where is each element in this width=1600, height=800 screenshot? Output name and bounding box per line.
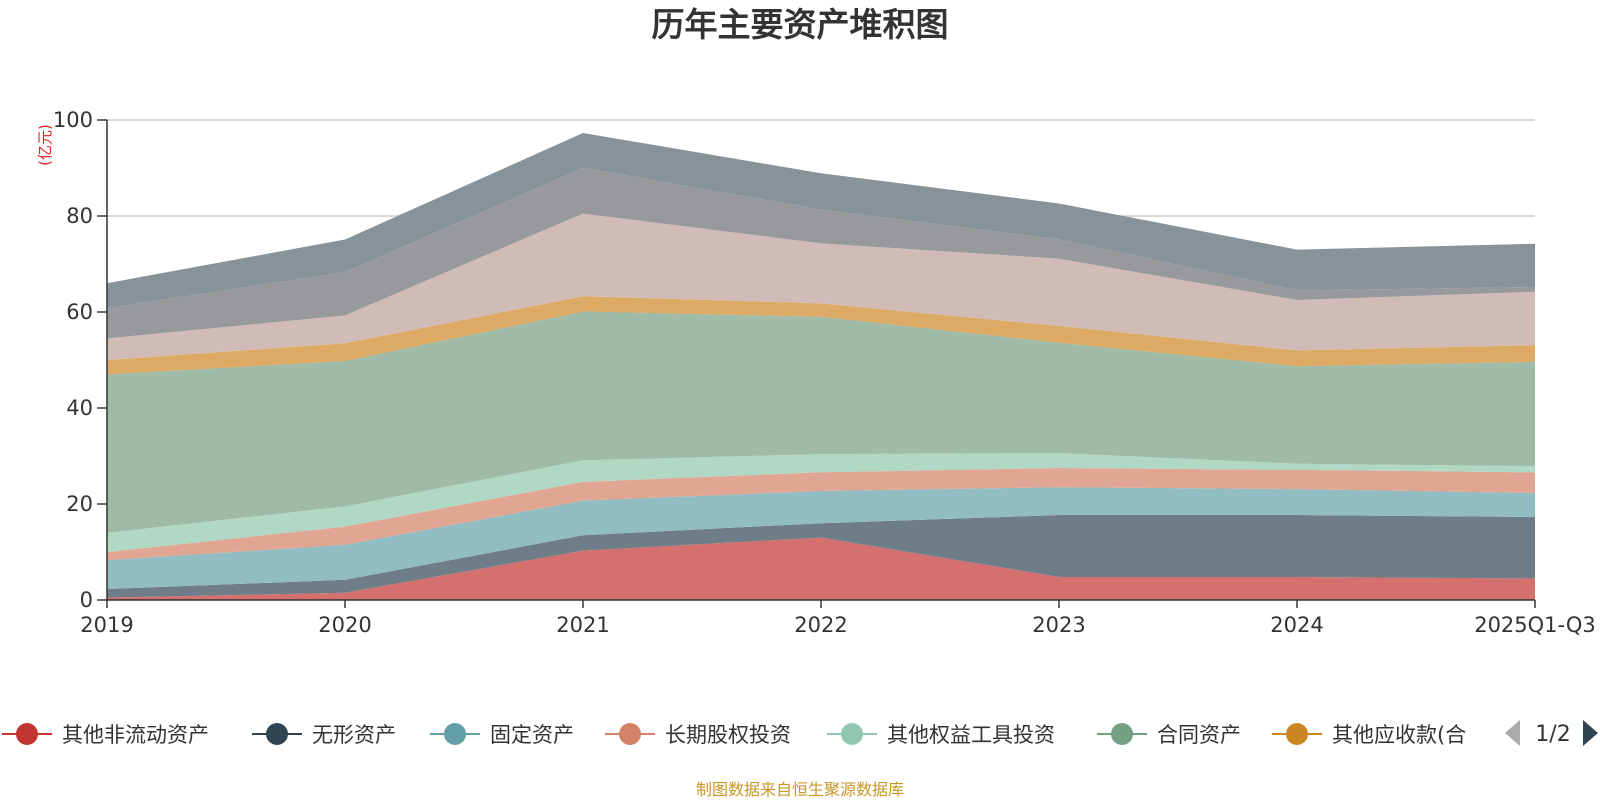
legend-marker-icon: [444, 723, 466, 745]
legend-label: 其他应收款(合: [1332, 723, 1466, 747]
axes: 0 20 40 60 80 100 2019 2020 2021 2022 2023 2024 2025…: [53, 108, 1596, 637]
x-tick-label: 2024: [1270, 613, 1323, 637]
x-tick-label: 2025Q1-Q3: [1474, 613, 1596, 637]
area-series-7: [107, 296, 1535, 375]
legend-item[interactable]: 合同资产: [1097, 723, 1241, 747]
legend-marker-icon: [619, 723, 641, 745]
legend-label: 固定资产: [490, 723, 574, 747]
legend-label: 无形资产: [312, 723, 396, 747]
legend-page-indicator: 1/2: [1535, 722, 1570, 747]
legend-marker-icon: [1111, 723, 1133, 745]
legend-marker-icon: [841, 723, 863, 745]
area-series-8: [107, 213, 1535, 360]
y-tick-label: 20: [66, 492, 93, 516]
legend-marker-icon: [1286, 723, 1308, 745]
y-axis-unit: (亿元): [36, 124, 54, 166]
legend-item[interactable]: 其他非流动资产: [2, 723, 209, 747]
x-tick-label: 2020: [318, 613, 371, 637]
y-tick-label: 40: [66, 396, 93, 420]
source-note: 制图数据来自恒生聚源数据库: [696, 780, 904, 799]
legend-marker-icon: [16, 723, 38, 745]
y-tick-label: 60: [66, 300, 93, 324]
legend-prev-page-icon[interactable]: [1505, 720, 1520, 746]
legend-label: 合同资产: [1157, 723, 1241, 747]
legend-item[interactable]: 无形资产: [252, 723, 396, 747]
x-tick-label: 2022: [794, 613, 847, 637]
legend-label: 其他非流动资产: [62, 723, 209, 747]
y-tick-label: 80: [66, 204, 93, 228]
area-series-5: [107, 453, 1535, 552]
area-series-6: [107, 311, 1535, 533]
area-series-1: [107, 537, 1535, 600]
legend-item[interactable]: 固定资产: [430, 723, 574, 747]
area-series-4: [107, 468, 1535, 561]
x-tick-label: 2021: [556, 613, 609, 637]
legend-label: 其他权益工具投资: [887, 723, 1055, 747]
x-tick-label: 2023: [1032, 613, 1085, 637]
x-tick-label: 2019: [80, 613, 133, 637]
area-series-10: [107, 133, 1535, 309]
legend-next-page-icon[interactable]: [1583, 720, 1598, 746]
area-series-9: [107, 168, 1535, 339]
area-series-3: [107, 487, 1535, 589]
legend-item[interactable]: 长期股权投资: [605, 723, 791, 747]
area-series: [107, 133, 1535, 600]
chart-title: 历年主要资产堆积图: [652, 5, 949, 44]
legend-item[interactable]: 其他应收款(合: [1272, 723, 1466, 747]
legend-marker-icon: [266, 723, 288, 745]
legend: 其他非流动资产 无形资产 固定资产 长期股权投资 其他权益工具投资 合同资产 其他应收款(合: [2, 723, 1466, 747]
legend-item[interactable]: 其他权益工具投资: [827, 723, 1055, 747]
area-series-2: [107, 515, 1535, 598]
y-tick-label: 0: [80, 588, 93, 612]
y-tick-label: 100: [53, 108, 93, 132]
legend-label: 长期股权投资: [665, 723, 791, 747]
legend-pager: 1/2: [1505, 720, 1598, 747]
